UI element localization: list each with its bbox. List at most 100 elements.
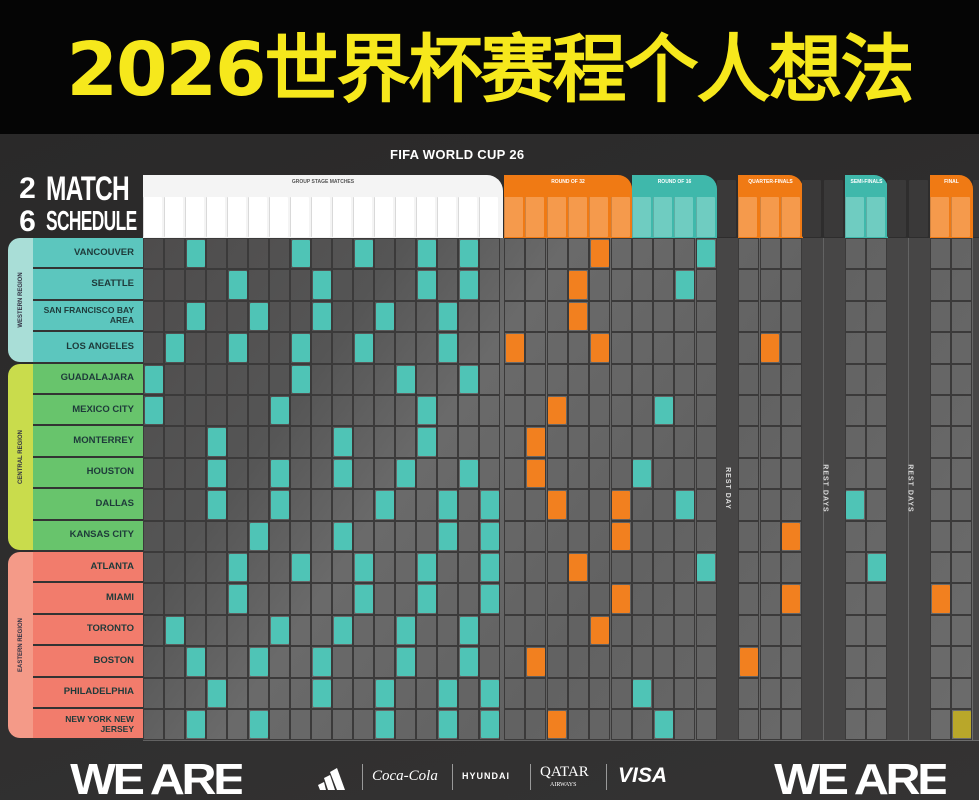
grid-cell <box>353 614 374 647</box>
match-cell-group <box>459 648 478 676</box>
grid-cell <box>653 238 675 270</box>
grid-cell <box>353 677 374 709</box>
date-header-cell <box>248 197 267 237</box>
grid-cell <box>653 614 675 647</box>
grid-cell <box>504 300 525 333</box>
region-bar: CENTRAL REGION <box>8 363 33 550</box>
grid-cell <box>227 332 248 364</box>
grid-cell <box>780 709 802 741</box>
qatar-logo: QATAR <box>540 764 589 780</box>
grid-cell <box>780 520 802 552</box>
grid-cell <box>930 300 951 333</box>
grid-cell <box>951 300 973 333</box>
grid-cell <box>437 614 458 647</box>
grid-cell <box>332 363 353 395</box>
grid-cell <box>610 646 632 678</box>
grid-cell <box>311 552 332 584</box>
grid-cell <box>951 614 973 647</box>
grid-cell <box>290 489 311 521</box>
grid-cell <box>206 426 227 458</box>
match-cell-group <box>228 585 247 613</box>
grid-cell <box>353 489 374 521</box>
grid-cell <box>610 520 632 552</box>
grid-cell <box>374 583 395 615</box>
grid-cell <box>269 709 290 741</box>
grid-cell <box>332 552 353 584</box>
grid-cell <box>695 489 717 521</box>
grid-cell <box>332 583 353 615</box>
match-cell-group <box>312 679 331 707</box>
grid-cell <box>143 552 164 584</box>
grid-cell <box>951 426 973 458</box>
match-cell-final <box>931 585 950 613</box>
grid-cell <box>290 677 311 709</box>
grid-cell <box>866 677 888 709</box>
grid-cell <box>525 677 547 709</box>
grid-cell <box>374 552 395 584</box>
city-label: DALLAS <box>33 489 143 521</box>
grid-cell <box>437 709 458 741</box>
grid-cell <box>143 269 164 301</box>
grid-cell <box>458 552 479 584</box>
grid-cell <box>206 677 227 709</box>
rest-day-label: REST DAY <box>723 467 731 510</box>
grid-cell <box>589 332 611 364</box>
grid-cell <box>458 646 479 678</box>
grid-cell <box>311 677 332 709</box>
grid-cell <box>458 332 479 364</box>
grid-cell <box>353 332 374 364</box>
grid-cell <box>290 332 311 364</box>
grid-cell <box>844 614 866 647</box>
match-cell-group <box>333 459 352 488</box>
grid-cell <box>185 677 206 709</box>
match-cell-group <box>459 365 478 393</box>
rest-day-header-cell <box>823 180 843 237</box>
grid-cell <box>206 709 227 741</box>
grid-cell <box>374 426 395 458</box>
match-cell-group <box>312 302 331 331</box>
match-cell-group <box>186 240 205 268</box>
match-cell-group <box>375 711 394 739</box>
grid-cell <box>353 363 374 395</box>
semi-finals-label: SEMI-FINALS <box>850 179 883 185</box>
grid-cell <box>780 269 802 301</box>
grid-cell <box>504 269 525 301</box>
date-header-cell <box>227 197 246 237</box>
grid-cell <box>374 332 395 364</box>
grid-cell <box>227 583 248 615</box>
grid-cell <box>674 489 696 521</box>
grid-cell <box>185 363 206 395</box>
grid-cell <box>206 614 227 647</box>
match-cell-group <box>459 459 478 488</box>
grid-cell <box>738 426 760 458</box>
grid-cell <box>738 677 760 709</box>
grid-cell <box>458 269 479 301</box>
grid-cell <box>546 300 568 333</box>
grid-cell <box>738 457 760 490</box>
grid-cell <box>610 489 632 521</box>
grid-cell <box>951 269 973 301</box>
match-cell-group <box>354 334 373 362</box>
grid-cell <box>164 332 185 364</box>
grid-cell <box>185 552 206 584</box>
grid-cell <box>269 300 290 333</box>
grid-cell <box>738 269 760 301</box>
match-cell-group <box>354 585 373 613</box>
grid-cell <box>567 395 589 427</box>
grid-cell <box>546 520 568 552</box>
grid-cell <box>416 363 437 395</box>
grid-cell <box>248 677 269 709</box>
city-label: VANCOUVER <box>33 238 143 270</box>
grid-cell <box>374 395 395 427</box>
grid-cell <box>653 677 675 709</box>
grid-cell <box>930 395 951 427</box>
grid-cell <box>631 646 653 678</box>
grid-cell <box>738 646 760 678</box>
grid-cell <box>504 363 525 395</box>
grid-cell <box>674 614 696 647</box>
grid-cell <box>143 426 164 458</box>
grid-cell <box>479 646 500 678</box>
grid-cell <box>374 269 395 301</box>
match-cell-group <box>417 554 436 582</box>
match-cell-group <box>207 459 226 488</box>
